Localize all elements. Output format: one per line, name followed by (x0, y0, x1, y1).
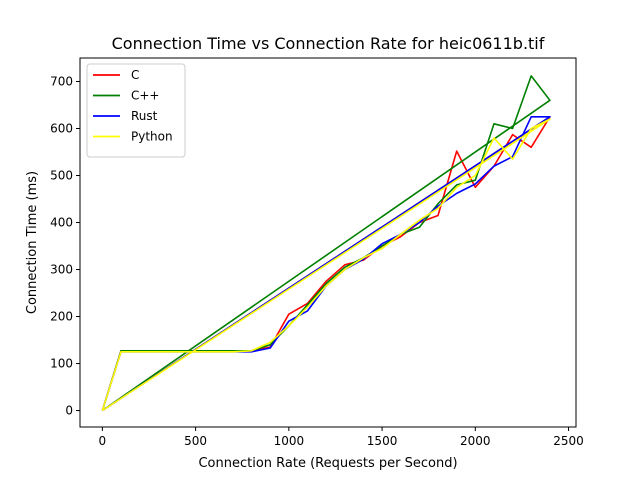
y-tick-label: 700 (50, 75, 73, 89)
y-tick-label: 300 (50, 263, 73, 277)
x-tick-label: 0 (99, 434, 107, 448)
y-tick-label: 100 (50, 357, 73, 371)
legend-label: Python (131, 130, 173, 144)
legend-label: C++ (131, 89, 160, 103)
y-axis: 0 100 200 300 400 500 600 700 (50, 75, 80, 418)
chart-title: Connection Time vs Connection Rate for h… (112, 34, 545, 53)
x-tick-label: 1000 (274, 434, 305, 448)
y-tick-label: 600 (50, 122, 73, 136)
legend-box (86, 63, 186, 158)
y-axis-label: Connection Time (ms) (25, 171, 40, 314)
x-tick-label: 1500 (367, 434, 398, 448)
y-tick-label: 200 (50, 310, 73, 324)
legend-label: C (131, 68, 139, 82)
legend-label: Rust (131, 109, 158, 123)
series-layer (101, 75, 551, 412)
y-tick-label: 500 (50, 169, 73, 183)
x-axis-label: Connection Rate (Requests per Second) (198, 456, 457, 471)
y-tick-label: 400 (50, 216, 73, 230)
series-line-python (101, 118, 551, 412)
x-tick-label: 2000 (460, 434, 491, 448)
x-tick-label: 500 (184, 434, 207, 448)
x-tick-label: 2500 (553, 434, 584, 448)
y-tick-label: 0 (65, 404, 73, 418)
legend: C C++ Rust Python (86, 63, 186, 158)
x-axis: 0 500 1000 1500 2000 2500 (99, 427, 584, 448)
series-line-cpp (101, 75, 551, 412)
plot-frame (79, 57, 577, 428)
